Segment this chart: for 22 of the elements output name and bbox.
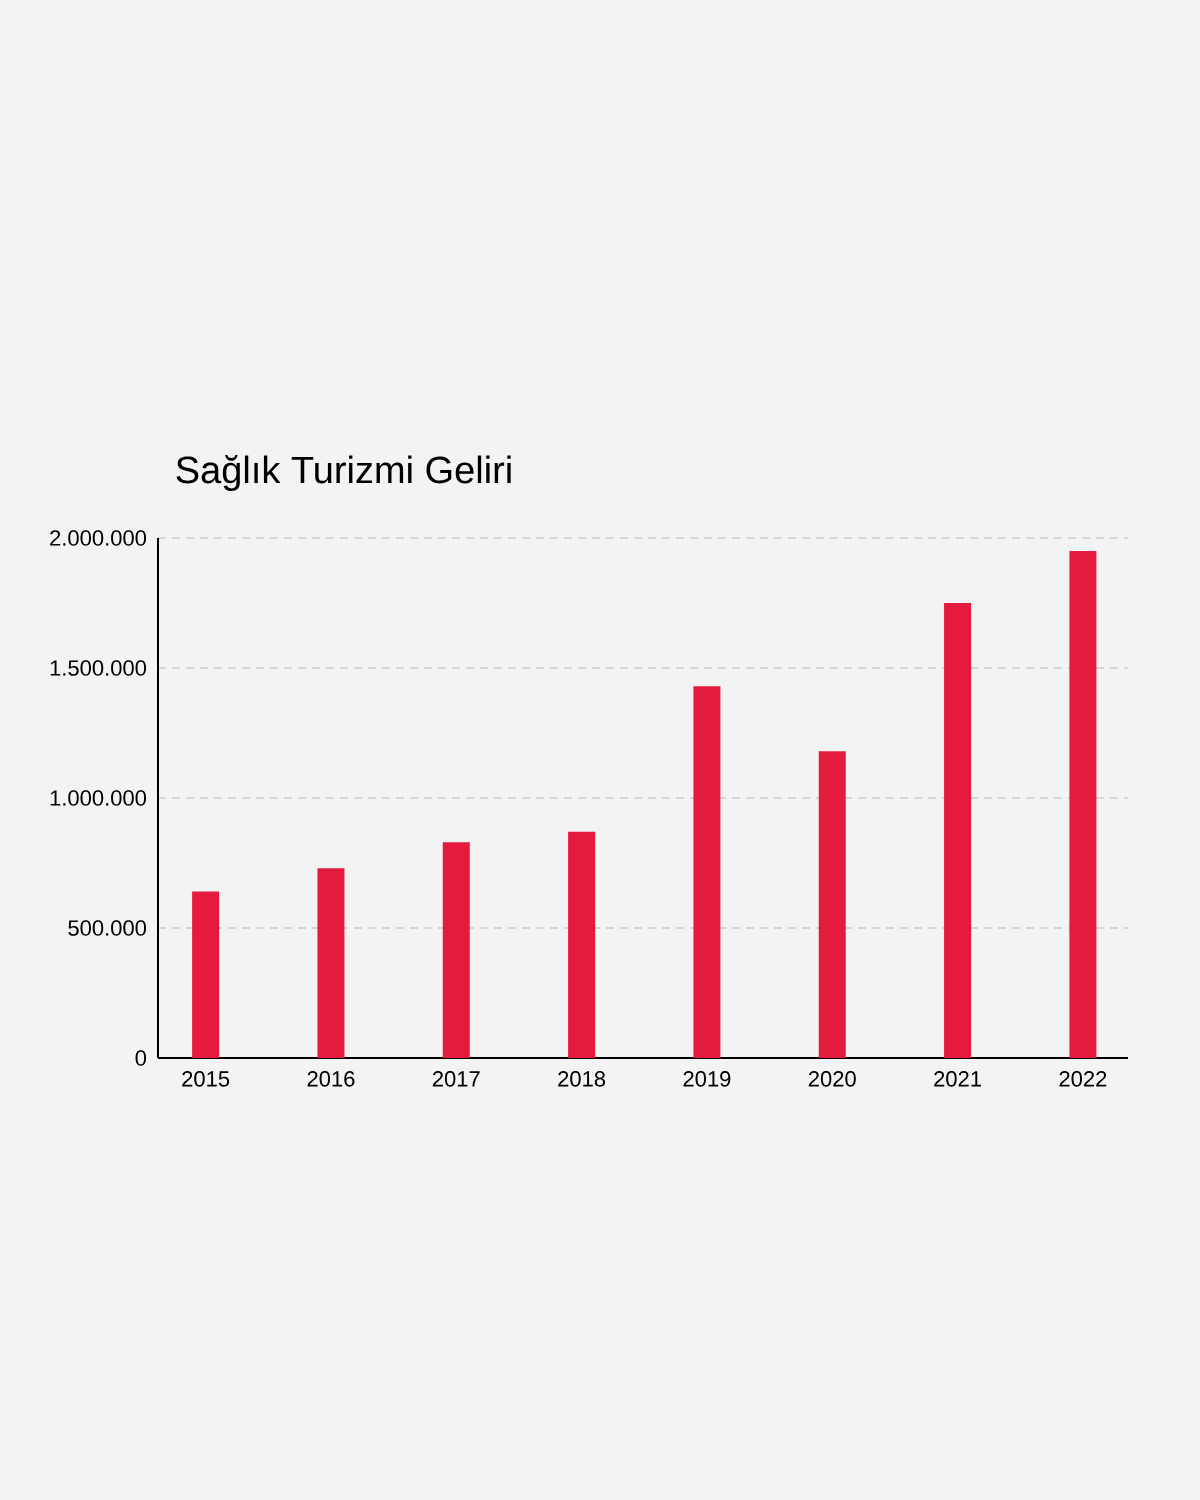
bar [192,891,220,1058]
bar [568,831,596,1058]
y-tick-label: 1.000.000 [50,790,147,806]
x-tick-label: 2019 [683,1071,731,1087]
x-tick-label: 2015 [182,1071,230,1087]
bar [317,868,345,1058]
y-tick-label: 500.000 [68,920,147,936]
bar [693,686,721,1058]
chart-title: Sağlık Turizmi Geliri [176,455,511,491]
y-tick-label: 1.500.000 [50,660,147,676]
y-tick-label: 0 [135,1050,147,1066]
bar [1069,550,1097,1058]
x-tick-label: 2017 [432,1071,480,1087]
bar [944,602,972,1058]
bar [818,751,846,1058]
x-tick-label: 2018 [558,1071,606,1087]
bar [442,842,470,1058]
x-tick-label: 2016 [307,1071,355,1087]
x-tick-label: 2021 [934,1071,981,1087]
x-tick-label: 2020 [808,1071,856,1087]
y-tick-label: 2.000.000 [50,530,147,546]
x-tick-label: 2022 [1059,1071,1107,1087]
